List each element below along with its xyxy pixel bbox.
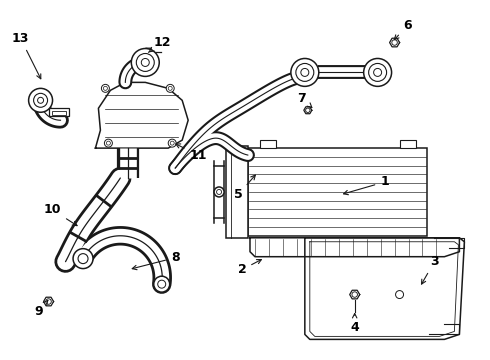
- Circle shape: [38, 97, 44, 103]
- Bar: [260, 140, 276, 148]
- Circle shape: [168, 86, 172, 90]
- Text: 7: 7: [297, 92, 312, 108]
- Text: 3: 3: [421, 255, 439, 284]
- Circle shape: [78, 254, 88, 264]
- Circle shape: [374, 68, 382, 76]
- Circle shape: [154, 276, 170, 292]
- Text: 10: 10: [44, 203, 77, 226]
- Text: 12: 12: [148, 36, 171, 52]
- Circle shape: [392, 40, 397, 45]
- Text: 5: 5: [234, 175, 255, 202]
- Text: 9: 9: [34, 300, 48, 318]
- Circle shape: [158, 280, 166, 288]
- Circle shape: [214, 187, 224, 197]
- Circle shape: [104, 139, 112, 147]
- Circle shape: [170, 141, 174, 145]
- Circle shape: [131, 49, 159, 76]
- Circle shape: [301, 68, 309, 76]
- Circle shape: [73, 249, 93, 269]
- Circle shape: [28, 88, 52, 112]
- Text: 4: 4: [350, 314, 359, 334]
- Circle shape: [141, 58, 149, 67]
- Text: 8: 8: [132, 251, 179, 270]
- Circle shape: [103, 86, 107, 90]
- Circle shape: [364, 58, 392, 86]
- Circle shape: [217, 189, 221, 194]
- Circle shape: [352, 292, 357, 297]
- Text: 2: 2: [238, 260, 261, 276]
- Polygon shape: [96, 82, 188, 148]
- Circle shape: [306, 108, 310, 112]
- Circle shape: [168, 139, 176, 147]
- Bar: [399, 140, 416, 148]
- Text: 11: 11: [176, 144, 207, 162]
- Circle shape: [34, 93, 48, 107]
- Circle shape: [368, 63, 387, 81]
- Text: 6: 6: [394, 19, 412, 40]
- Circle shape: [395, 291, 404, 298]
- Circle shape: [296, 63, 314, 81]
- Text: 13: 13: [12, 32, 41, 79]
- Circle shape: [291, 58, 319, 86]
- Circle shape: [46, 299, 51, 304]
- Circle shape: [136, 54, 154, 71]
- Bar: [51, 111, 66, 115]
- Circle shape: [106, 141, 110, 145]
- Bar: [248, 148, 427, 236]
- Bar: [226, 146, 248, 238]
- Circle shape: [146, 50, 151, 55]
- Bar: [49, 108, 69, 116]
- Text: 1: 1: [343, 175, 389, 195]
- Circle shape: [166, 84, 174, 92]
- Circle shape: [101, 84, 109, 92]
